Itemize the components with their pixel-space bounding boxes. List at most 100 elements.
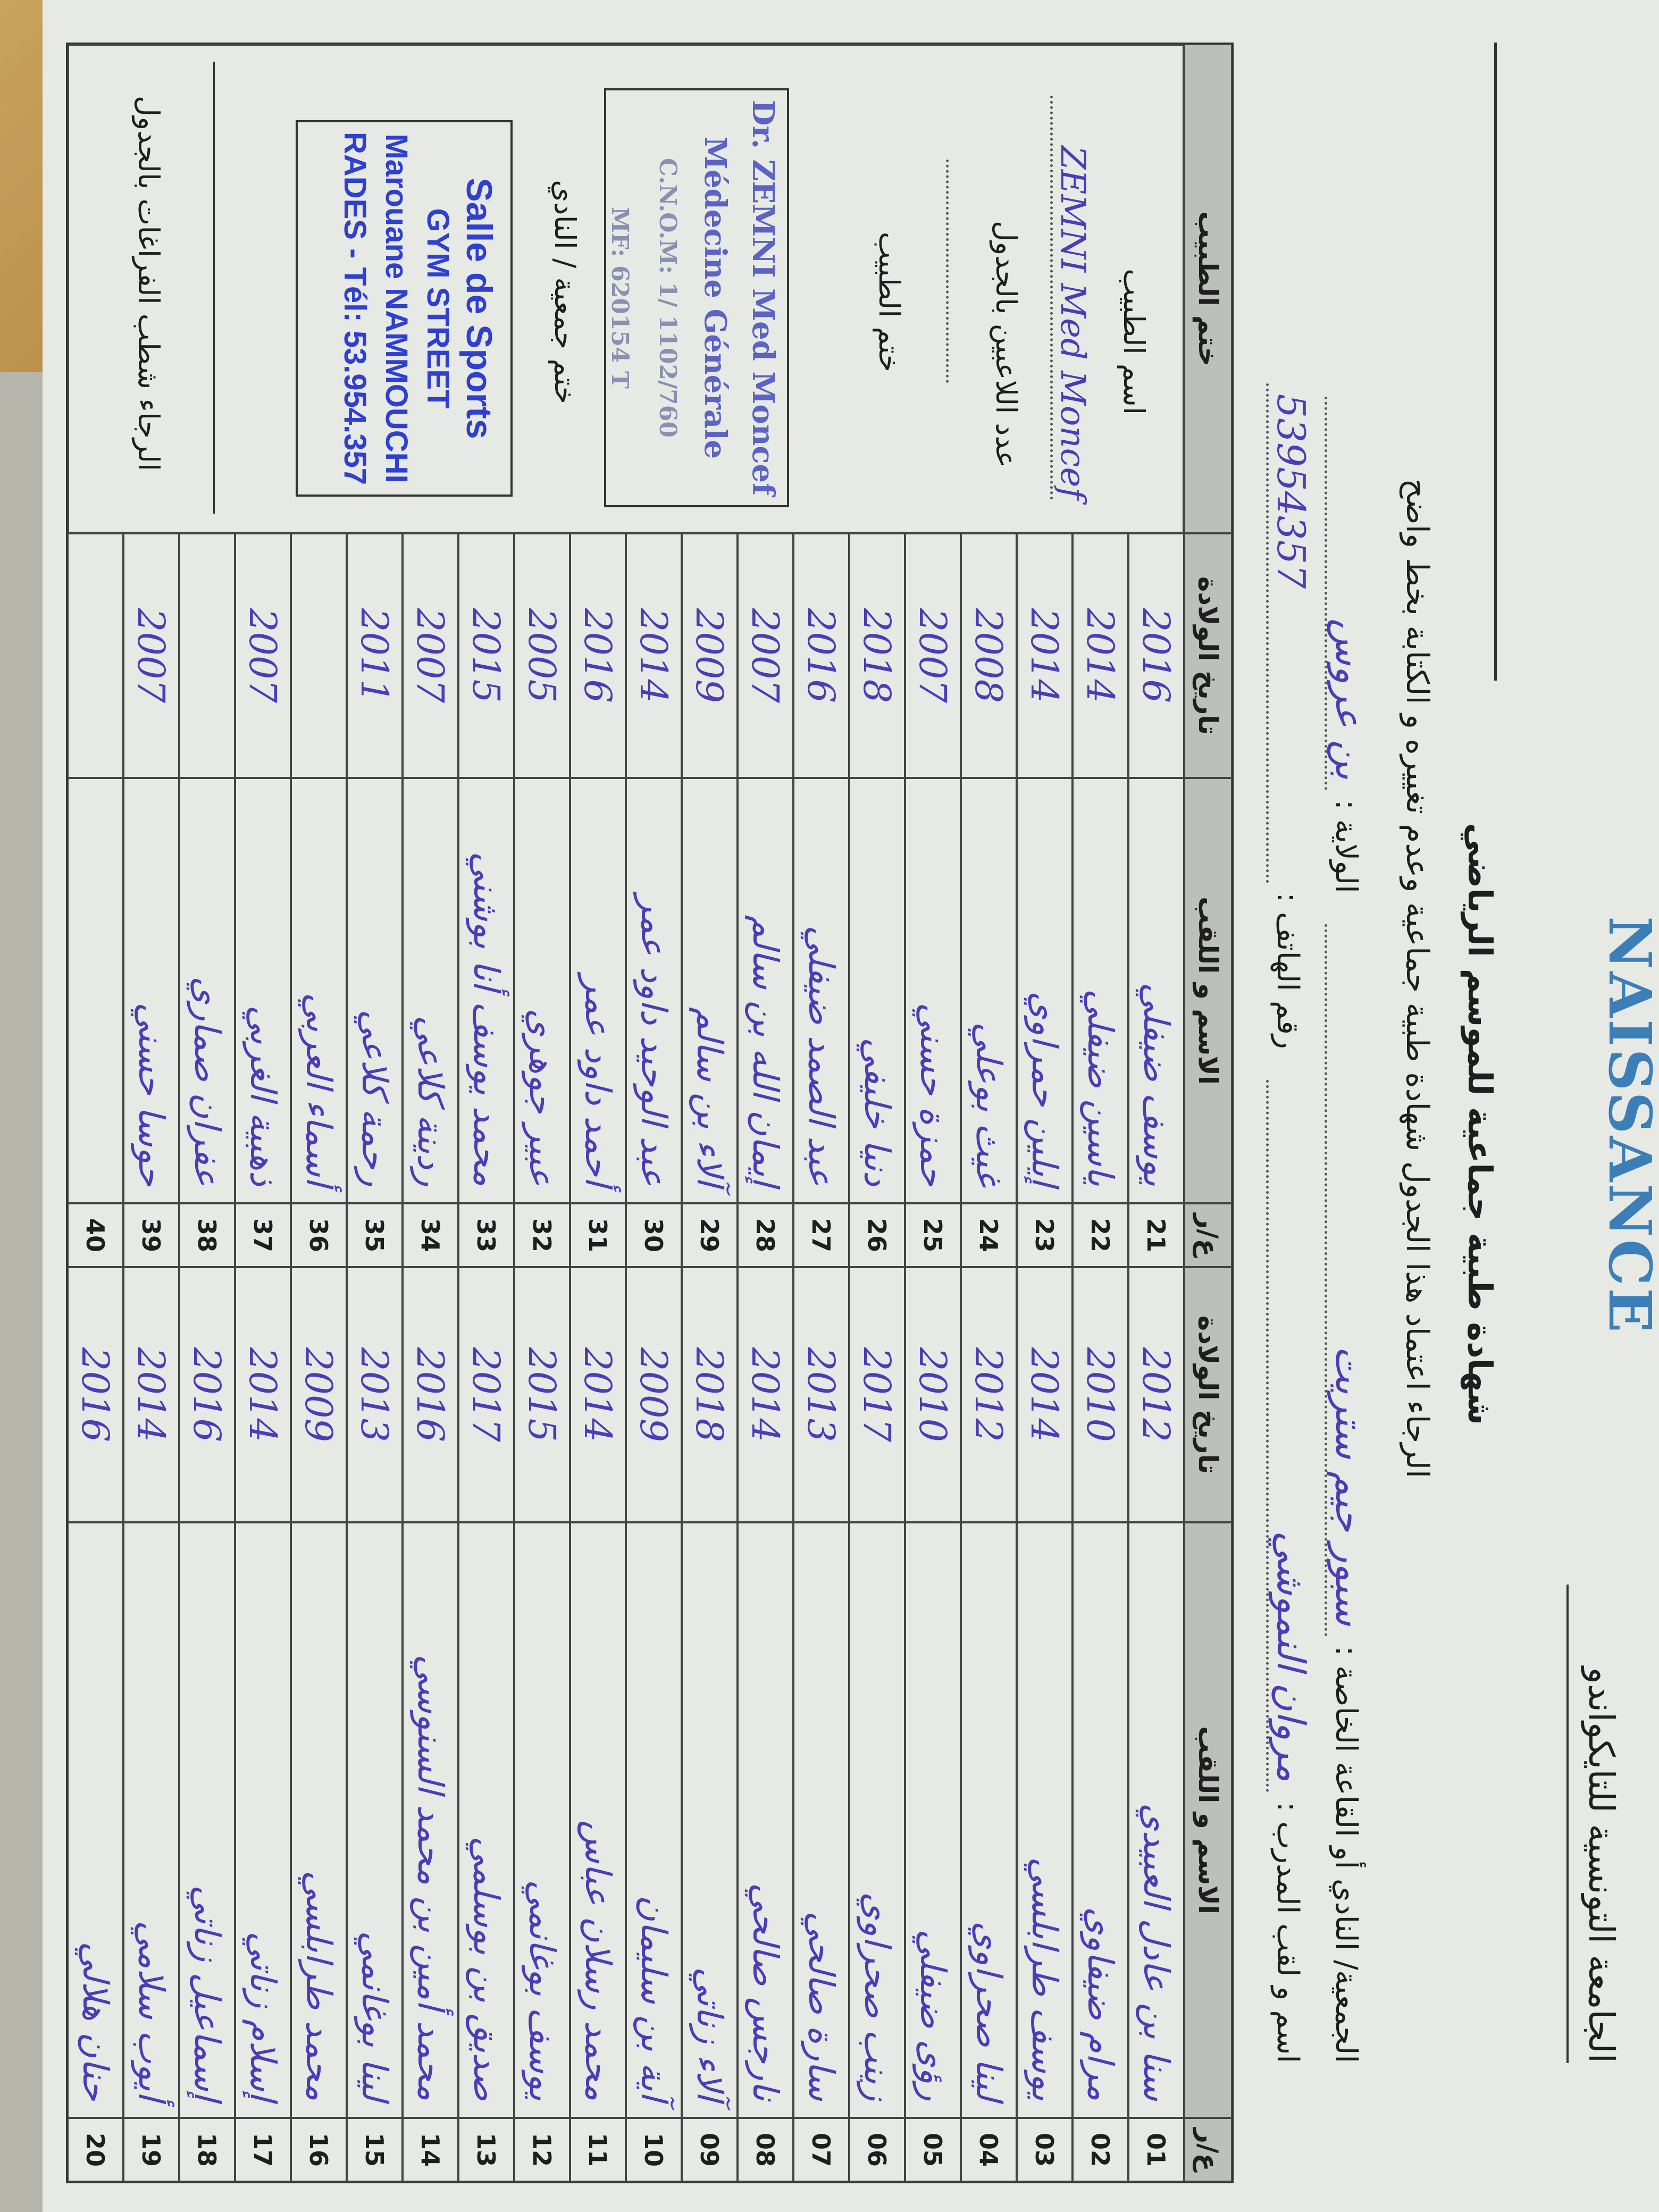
- birth-year: 2016: [68, 1267, 123, 1522]
- player-name: عبد الصمد ضيفلي: [793, 778, 849, 1203]
- row-number: 17: [235, 2118, 291, 2182]
- player-name: آلاء زناتي: [682, 1522, 738, 2118]
- birth-year: 2014: [1017, 533, 1073, 778]
- player-name: يوسف طرابلسي: [1017, 1522, 1073, 2118]
- birth-year: 2009: [291, 1267, 347, 1522]
- row-number: 26: [849, 1203, 905, 1267]
- player-name: زينب صحراوي: [849, 1522, 905, 2118]
- birth-year: 2014: [235, 1267, 291, 1522]
- club-stamp-label: ختم جمعية / النادي: [548, 180, 582, 404]
- birth-year: 2009: [626, 1267, 682, 1522]
- row-number: 31: [570, 1203, 626, 1267]
- row-number: 34: [403, 1203, 458, 1267]
- club-label: الجمعية/ النادي أو القاعة الخاصة :: [1329, 1646, 1363, 2063]
- stamp-line: Médecine Générale: [698, 136, 733, 459]
- row-number: 20: [68, 2118, 123, 2182]
- player-name: يوسف بوغانمي: [514, 1522, 570, 2118]
- row-number: 36: [291, 1203, 347, 1267]
- row-number: 12: [514, 2118, 570, 2182]
- birth-year: 2016: [793, 533, 849, 778]
- player-name: صديق بن بوسلمي: [458, 1522, 514, 2118]
- row-number: 03: [1017, 2118, 1073, 2182]
- birth-year: 2014: [626, 533, 682, 778]
- player-name: دنيا خليفي: [849, 778, 905, 1203]
- row-number: 16: [291, 2118, 347, 2182]
- player-name: آلاء بن سالم: [682, 778, 738, 1203]
- birth-year: 2015: [458, 533, 514, 778]
- birth-year: 2016: [179, 1267, 235, 1522]
- birth-year: [291, 533, 347, 778]
- player-name: عفران صماري: [179, 778, 235, 1203]
- row-number: 40: [68, 1203, 123, 1267]
- player-name: لينا بوغانمي: [347, 1522, 403, 2118]
- row-number: 27: [793, 1203, 849, 1267]
- birth-year: 2011: [347, 533, 403, 778]
- player-name: سارة صالحي: [793, 1522, 849, 2118]
- doctor-name-value: ZEMNI Med Moncef: [1050, 96, 1092, 500]
- birth-year: 2005: [514, 533, 570, 778]
- birth-year: 2014: [1017, 1267, 1073, 1522]
- phone-label: رقم الهاتف :: [1270, 892, 1305, 1049]
- club-value: سبور جيم ستريت: [1325, 924, 1372, 1637]
- birth-year: 2007: [905, 533, 961, 778]
- player-name: يوسف ضيفلي: [1128, 778, 1184, 1203]
- season-blank-line: [1494, 43, 1497, 681]
- birth-year: 2017: [458, 1267, 514, 1522]
- row-number: 11: [570, 2118, 626, 2182]
- row-number: 08: [738, 2118, 793, 2182]
- player-name: محمد أمين بن محمد السنوسي: [403, 1522, 458, 2118]
- coach-label: اسم و لقب المدرب :: [1270, 1802, 1305, 2063]
- row-number: 19: [123, 2118, 179, 2182]
- player-name: أحمد داود عمر: [570, 778, 626, 1203]
- federation-name: الجامعة التونسية للتايكواندو: [1581, 1667, 1622, 2063]
- doctor-stamp-header: ختم الطبيب: [1184, 44, 1232, 533]
- stamp-line: GYM STREET: [421, 208, 455, 409]
- birth-year: 2017: [849, 1267, 905, 1522]
- doctor-stamp-label: ختم الطبيب: [873, 231, 906, 372]
- birth-year: 2013: [793, 1267, 849, 1522]
- birth-year: 2007: [123, 533, 179, 778]
- row-number: 23: [1017, 1203, 1073, 1267]
- doctor-name-label: اسم الطبيب: [1117, 269, 1151, 415]
- header-num: ع/ر: [1184, 2118, 1232, 2182]
- stamp-line: Salle de Sports: [459, 178, 499, 439]
- row-number: 07: [793, 2118, 849, 2182]
- birth-year: 2007: [235, 533, 291, 778]
- player-name: أيوب سلامي: [123, 1522, 179, 2118]
- row-number: 29: [682, 1203, 738, 1267]
- birth-year: 2013: [347, 1267, 403, 1522]
- player-name: عبير جوهري: [514, 778, 570, 1203]
- stamp-line: C.N.O.M: 1/ 1102/760: [654, 157, 681, 438]
- row-number: 18: [179, 2118, 235, 2182]
- row-number: 04: [961, 2118, 1017, 2182]
- row-number: 01: [1128, 2118, 1184, 2182]
- row-number: 37: [235, 1203, 291, 1267]
- players-table: ع/ر الاسم و اللقب تاريخ الولادة ع/ر الاس…: [66, 43, 1234, 2183]
- row-number: 13: [458, 2118, 514, 2182]
- player-name: ردينة كلاعي: [403, 778, 458, 1203]
- row-number: 35: [347, 1203, 403, 1267]
- row-number: 24: [961, 1203, 1017, 1267]
- header-dob: تاريخ الولادة: [1184, 533, 1232, 778]
- player-name: آية بن سليمان: [626, 1522, 682, 2118]
- wilaya-label: الولاية :: [1329, 799, 1363, 893]
- player-name: سنا بن عادل العبيدي: [1128, 1522, 1184, 2118]
- birth-year: 2010: [1073, 1267, 1128, 1522]
- stamp-line: Marouane NAMMOUCHI: [379, 133, 414, 483]
- player-name: إسماعيل زناتي: [179, 1522, 235, 2118]
- player-name: رؤى ضيفلي: [905, 1522, 961, 2118]
- row-number: 32: [514, 1203, 570, 1267]
- player-name: إيمان الله بن سالم: [738, 778, 793, 1203]
- player-name: محمد طرابلسي: [291, 1522, 347, 2118]
- birth-year: 2009: [682, 533, 738, 778]
- player-name: حوسا حسني: [123, 778, 179, 1203]
- header-dob: تاريخ الولادة: [1184, 1267, 1232, 1522]
- medical-certificate-form: الجامعة التونسية للتايكواندو NAISSANCE ش…: [43, 0, 1659, 2212]
- phone-value: 53954357: [1266, 383, 1313, 883]
- player-name: [68, 778, 123, 1203]
- birth-year: 2007: [403, 533, 458, 778]
- birth-year: 2016: [1128, 533, 1184, 778]
- row-number: 05: [905, 2118, 961, 2182]
- birth-year: 2014: [738, 1267, 793, 1522]
- birth-year: 2018: [682, 1267, 738, 1522]
